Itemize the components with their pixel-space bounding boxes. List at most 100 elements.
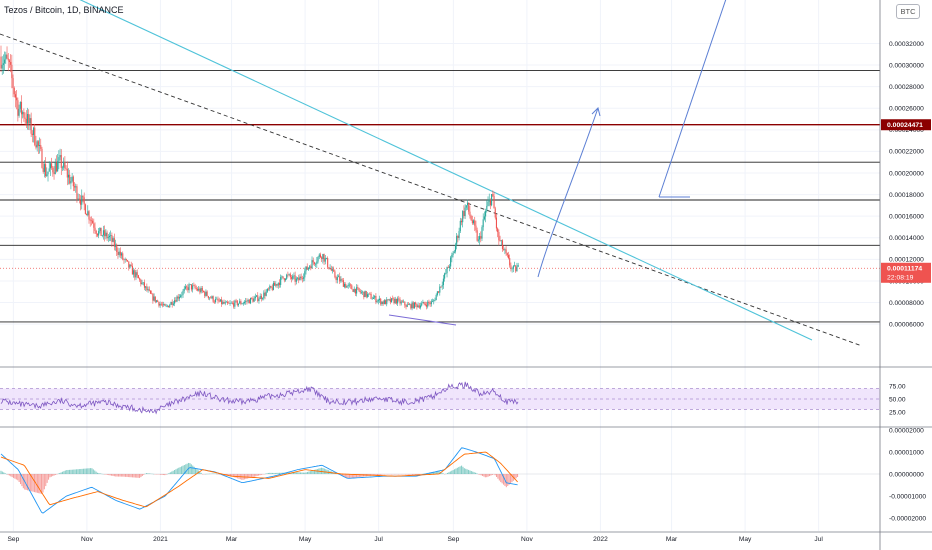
macd-histogram-bar [360, 474, 362, 477]
candle-body [143, 282, 146, 288]
candle-body [487, 201, 489, 206]
candle-body [17, 100, 19, 116]
macd-histogram-bar [416, 474, 418, 475]
trend-lines[interactable] [0, 0, 863, 347]
macd-histogram-bar [34, 474, 36, 493]
macd-histogram-bar [109, 474, 111, 476]
macd-histogram-bar [456, 467, 458, 474]
candle-body [296, 277, 299, 279]
macd-histogram-bar [346, 474, 348, 478]
candle-body [446, 267, 448, 274]
candle-body [177, 296, 179, 299]
candle-body [222, 301, 224, 305]
candle-body [282, 276, 284, 279]
macd-histogram-bar [45, 474, 47, 487]
macd-histogram-bar [18, 474, 20, 482]
candle-body [139, 278, 141, 280]
candle-body [450, 257, 452, 267]
candle-body [421, 303, 423, 306]
candle-body [94, 227, 96, 232]
candle-body [175, 300, 177, 302]
candle-body [465, 205, 467, 208]
macd-histogram-bar [274, 472, 276, 474]
macd-histogram-bar [256, 474, 258, 476]
candle-body [500, 240, 502, 242]
price-tick-label: 0.00012000 [889, 257, 924, 264]
candle-body [448, 266, 450, 268]
candle-body [88, 211, 90, 220]
candle-body [71, 176, 73, 182]
candle-body [299, 276, 301, 281]
macd-histogram-bar [462, 466, 464, 474]
candle-body [444, 273, 446, 279]
candle-body [388, 299, 390, 300]
candle-body [430, 301, 432, 305]
candle-body [395, 298, 397, 304]
candle-body [149, 290, 152, 294]
candle-body [447, 267, 449, 268]
last-price-badge [881, 262, 931, 283]
dashed-trendline[interactable] [0, 33, 863, 347]
macd-histogram-bar [4, 473, 6, 474]
candle-body [305, 266, 307, 272]
macd-histogram-bar [461, 465, 463, 474]
macd-histogram-bar [316, 468, 318, 474]
macd-histogram-bar [507, 474, 509, 486]
macd-histogram-bar [447, 472, 449, 474]
candle-body [248, 299, 250, 304]
candle-body [258, 299, 260, 301]
candle-body [112, 238, 114, 242]
macd-histogram-bar [21, 474, 23, 487]
projection-arrow[interactable] [658, 0, 727, 198]
candle-body [365, 291, 367, 297]
macd-histogram-bar [510, 474, 512, 484]
candle-body [292, 275, 294, 279]
candle-body [187, 287, 189, 291]
macd-histogram-bar [228, 474, 230, 476]
candle-body [413, 302, 416, 309]
macd-histogram-bar [463, 468, 465, 474]
candle-body [89, 219, 91, 221]
macd-histogram-bar [458, 467, 460, 474]
macd-histogram-bar [99, 473, 101, 474]
candle-body [491, 194, 493, 206]
currency-badge[interactable]: BTC [896, 4, 920, 19]
candle-body [207, 296, 209, 299]
candle-body [190, 284, 193, 290]
candle-body [458, 231, 460, 238]
candle-body [46, 174, 48, 177]
horizontal-levels[interactable] [0, 69, 880, 323]
macd-histogram-bar [15, 474, 17, 480]
macd-histogram-bar [25, 474, 27, 490]
candle-body [505, 249, 507, 254]
macd-histogram-bar [253, 474, 255, 477]
macd-histogram-bar [245, 474, 247, 479]
candle-body [146, 286, 148, 291]
candle-body [435, 294, 437, 301]
macd-histogram-bar [195, 467, 197, 474]
macd-histogram-bar [491, 474, 493, 475]
macd-histogram-bar [111, 474, 113, 476]
candle-body [93, 223, 95, 228]
candle-body [313, 262, 315, 265]
candle-body [394, 298, 396, 304]
macd-histogram-bar [294, 472, 296, 474]
projection-arrow[interactable] [537, 107, 599, 278]
candle-body [337, 276, 340, 278]
cyan-trendline[interactable] [70, 0, 813, 341]
candle-body [277, 282, 279, 286]
macd-histogram-bar [36, 474, 38, 493]
macd-histogram-bar [349, 474, 351, 478]
macd-histogram-bar [98, 473, 100, 474]
macd-histogram-bar [251, 474, 253, 478]
purple-trendline[interactable] [388, 314, 457, 326]
candle-body [359, 290, 361, 293]
candle-body [147, 289, 149, 291]
candle-body [161, 304, 164, 306]
candle-body [434, 300, 436, 301]
candle-body [382, 301, 384, 305]
candle-body [432, 301, 434, 302]
candle-body [327, 258, 329, 268]
time-axis-label: Jul [374, 536, 383, 543]
